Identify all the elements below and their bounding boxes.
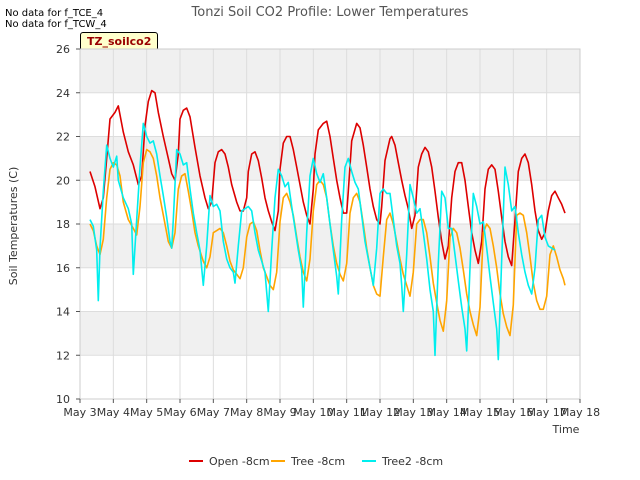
series-line-3 bbox=[89, 122, 556, 361]
chart-title: Tonzi Soil CO2 Profile: Lower Temperatur… bbox=[191, 5, 469, 20]
background-band bbox=[80, 49, 580, 93]
legend-label: Open -8cm bbox=[209, 455, 270, 468]
x-tick-label: May 8 bbox=[230, 406, 263, 419]
y-tick-label: 20 bbox=[56, 174, 70, 187]
y-tick-label: 24 bbox=[56, 87, 70, 100]
y-axis-label: Soil Temperatures (C) bbox=[7, 167, 20, 286]
x-tick-label: May 6 bbox=[163, 406, 196, 419]
y-tick-label: 22 bbox=[56, 131, 70, 144]
x-tick-label: May 3 bbox=[63, 406, 96, 419]
x-tick-label: May 17 bbox=[527, 406, 567, 419]
x-tick-label: May 13 bbox=[393, 406, 433, 419]
x-tick-label: May 11 bbox=[327, 406, 367, 419]
x-tick-label: May 7 bbox=[197, 406, 230, 419]
x-tick-label: May 9 bbox=[263, 406, 296, 419]
x-tick-label: May 15 bbox=[460, 406, 500, 419]
x-tick-label: May 5 bbox=[130, 406, 163, 419]
y-tick-label: 18 bbox=[56, 218, 70, 231]
y-axis: 10 12 14 16 18 20 22 24 26 bbox=[56, 43, 80, 406]
x-tick-label: May 12 bbox=[360, 406, 400, 419]
no-data-note-1: No data for f_TCE_4 bbox=[5, 8, 104, 19]
background-band bbox=[80, 224, 580, 268]
series-lines bbox=[89, 89, 566, 361]
x-tick-label: May 10 bbox=[293, 406, 333, 419]
x-tick-label: May 18 bbox=[560, 406, 600, 419]
y-tick-label: 14 bbox=[56, 306, 70, 319]
y-tick-label: 10 bbox=[56, 393, 70, 406]
series-line-1 bbox=[89, 89, 566, 267]
legend: Open -8cm Tree -8cm Tree2 -8cm bbox=[189, 455, 443, 468]
background-bands bbox=[80, 49, 580, 356]
x-tick-label: May 16 bbox=[493, 406, 533, 419]
legend-label: Tree2 -8cm bbox=[381, 455, 443, 468]
background-band bbox=[80, 136, 580, 181]
no-data-note-2: No data for f_TCW_4 bbox=[5, 19, 107, 30]
y-tick-label: 26 bbox=[56, 43, 70, 56]
x-tick-label: May 4 bbox=[97, 406, 130, 419]
legend-label: Tree -8cm bbox=[290, 455, 345, 468]
x-axis-label: Time bbox=[552, 423, 580, 436]
y-tick-label: 16 bbox=[56, 262, 70, 275]
y-tick-label: 12 bbox=[56, 349, 70, 362]
x-tick-label: May 14 bbox=[427, 406, 467, 419]
